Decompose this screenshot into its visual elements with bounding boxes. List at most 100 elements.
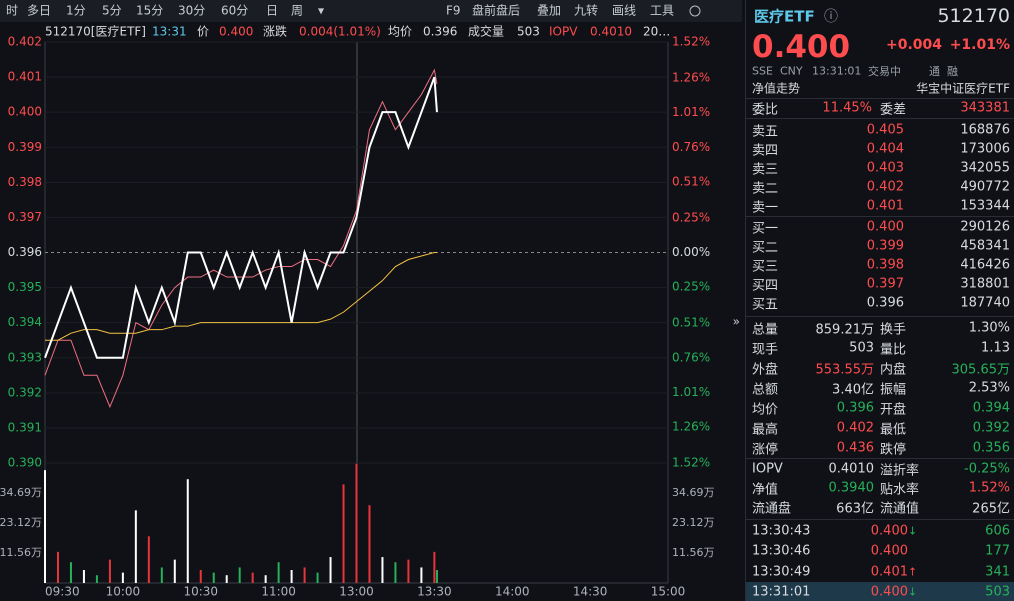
volume-bar xyxy=(394,562,397,583)
volume-bar xyxy=(186,479,189,583)
toolbar-button[interactable]: 60分 xyxy=(221,4,248,18)
panel-text: 503 xyxy=(849,340,874,356)
panel-text: 265亿 xyxy=(972,501,1010,517)
toolbar-button[interactable]: 工具 xyxy=(650,4,674,18)
info-item: 均价 xyxy=(388,25,412,39)
panel-text: 医疗ETF xyxy=(754,7,815,26)
toolbar-button[interactable]: 周 xyxy=(291,4,303,18)
panel-text: 13:31:01 xyxy=(752,584,811,600)
panel-text: 0.398 xyxy=(866,257,904,273)
info-item: 503 xyxy=(517,25,540,39)
dropdown-icon[interactable]: ▾ xyxy=(318,4,324,18)
volume-bar xyxy=(407,559,410,583)
volume-bar xyxy=(238,567,241,583)
info-icon[interactable]: ⓘ xyxy=(824,9,838,25)
panel-text: 通 xyxy=(929,65,940,78)
toolbar-button[interactable]: 盘前盘后 xyxy=(472,3,520,18)
x-tick-label: 13:30 xyxy=(417,585,452,599)
volume-bar xyxy=(121,572,124,583)
volume-bar xyxy=(82,570,85,583)
settings-icon[interactable] xyxy=(689,5,701,17)
toolbar-button[interactable]: 九转 xyxy=(574,3,598,18)
volume-bar xyxy=(368,505,371,583)
panel-text: 卖一 xyxy=(752,200,779,216)
panel-text: ↓ xyxy=(908,585,918,599)
panel-text: 0.436 xyxy=(836,440,874,456)
panel-text: 1.13 xyxy=(981,340,1010,356)
panel-text: 168876 xyxy=(960,122,1010,138)
x-tick-label: 11:00 xyxy=(261,585,296,599)
info-item: 512170[医疗ETF] xyxy=(45,25,146,39)
x-tick-label: 14:30 xyxy=(573,585,608,599)
toolbar-button[interactable]: 画线 xyxy=(612,4,636,18)
x-tick-label: 15:00 xyxy=(651,585,686,599)
x-tick-label: 14:00 xyxy=(495,585,530,599)
panel-text: 跌停 xyxy=(880,442,907,458)
info-item: 13:31 xyxy=(152,25,187,39)
y2-tick-label: 0.51% xyxy=(672,316,710,330)
separator xyxy=(746,118,1014,119)
panel-text: 290126 xyxy=(960,219,1010,235)
panel-text: 0.400 xyxy=(870,584,908,600)
panel-text: 13:31:01 xyxy=(812,64,862,78)
toolbar-button[interactable]: 日 xyxy=(266,4,278,18)
panel-text: 0.400 xyxy=(752,29,851,65)
panel-text: 委比 xyxy=(752,102,779,118)
panel-text: 内盘 xyxy=(880,362,907,378)
volume-bar xyxy=(225,575,228,583)
panel-text: 0.400 xyxy=(866,219,904,235)
collapse-icon[interactable]: » xyxy=(733,315,740,329)
panel-text: 1.52% xyxy=(968,480,1010,496)
toolbar-button[interactable]: 1分 xyxy=(66,4,86,18)
y-tick-label: 34.69万 xyxy=(672,486,715,499)
panel-text: 0.402 xyxy=(836,420,874,436)
price-line xyxy=(44,68,438,409)
y2-tick-label: 1.01% xyxy=(672,385,710,399)
y2-tick-label: 1.52% xyxy=(672,35,710,49)
panel-text: 买三 xyxy=(752,259,779,275)
row-highlight xyxy=(746,582,1014,601)
info-item: 0.396 xyxy=(423,25,457,39)
x-tick-label: 10:30 xyxy=(183,585,218,599)
y-tick-label: 0.390 xyxy=(8,456,42,470)
volume-bar xyxy=(381,557,384,583)
y2-tick-label: 0.25% xyxy=(672,280,710,294)
toolbar-button[interactable]: 5分 xyxy=(102,4,122,18)
toolbar-button[interactable]: 时 xyxy=(6,4,18,18)
toolbar-button[interactable]: 多日 xyxy=(27,4,51,18)
toolbar-button[interactable]: 叠加 xyxy=(537,4,561,18)
x-tick-label: 13:00 xyxy=(339,585,374,599)
toolbar-button[interactable]: 30分 xyxy=(178,4,205,18)
panel-text: 0.400 xyxy=(870,543,908,559)
panel-text: 最高 xyxy=(752,422,779,438)
panel-text: 溢折率 xyxy=(880,463,920,479)
toolbar-button[interactable]: 15分 xyxy=(136,4,163,18)
panel-text: 贴水率 xyxy=(880,482,920,498)
panel-text: 13:30:43 xyxy=(752,523,811,539)
panel-text: 11.45% xyxy=(822,100,872,116)
panel-text: 553.55万 xyxy=(815,362,875,378)
panel-text: 512170 xyxy=(937,5,1010,27)
y2-tick-label: 0.76% xyxy=(672,350,710,364)
volume-bar xyxy=(342,484,345,583)
y2-tick-label: 0.25% xyxy=(672,210,710,224)
panel-text: 卖四 xyxy=(752,143,779,159)
y-tick-label: 0.391 xyxy=(8,420,42,434)
panel-text: ↑ xyxy=(908,565,918,579)
panel-text: +0.004 xyxy=(885,37,942,53)
y-tick-label: 23.12万 xyxy=(672,516,715,529)
panel-text: 最低 xyxy=(880,422,907,438)
toolbar-button[interactable]: F9 xyxy=(446,4,461,18)
panel-text: 融 xyxy=(947,65,958,78)
panel-text: 卖二 xyxy=(752,181,779,197)
price-line xyxy=(44,76,438,359)
y2-tick-label: 0.51% xyxy=(672,174,710,188)
y-tick-label: 34.69万 xyxy=(0,486,42,499)
panel-text: 净值走势 xyxy=(752,81,801,96)
panel-text: 341 xyxy=(985,564,1010,580)
panel-text: 187740 xyxy=(960,295,1010,311)
panel-text: 342055 xyxy=(960,160,1010,176)
volume-bar xyxy=(316,572,319,583)
volume-bar xyxy=(108,559,111,583)
